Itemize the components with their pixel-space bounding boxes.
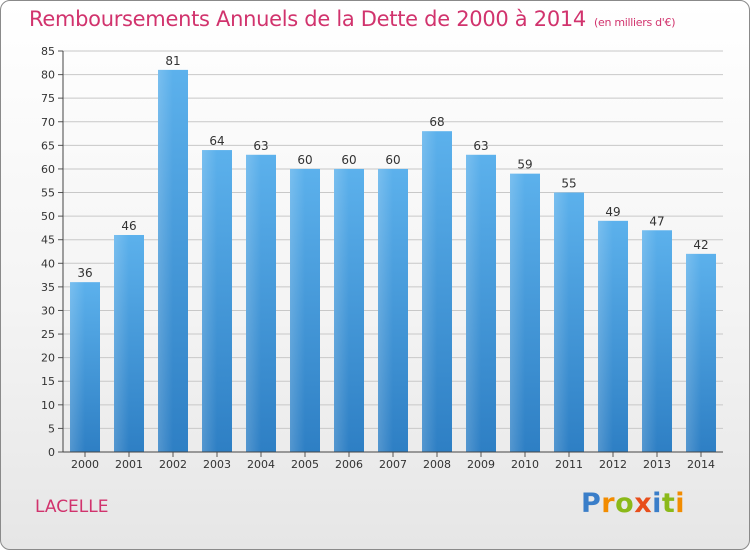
- y-tick-label: 45: [41, 234, 55, 247]
- bar-highlight: [158, 69, 173, 452]
- bars: [70, 69, 716, 453]
- logo-letter: r: [601, 488, 616, 519]
- y-tick-label: 60: [41, 163, 55, 176]
- logo-letter: i: [675, 488, 686, 519]
- y-tick-label: 55: [41, 187, 55, 200]
- x-tick-label: 2003: [203, 458, 231, 471]
- y-tick-label: 75: [41, 92, 55, 105]
- logo-letter: o: [615, 488, 635, 519]
- data-labels: 36 46 81 64 63 60 60 60 68 63 59 55 49 47 42: [77, 54, 708, 280]
- data-label: 68: [429, 115, 444, 129]
- x-tick-label: 2014: [687, 458, 715, 471]
- bar-highlight: [334, 168, 349, 453]
- y-tick-label: 10: [41, 399, 55, 412]
- proxiti-logo: Proxiti: [581, 488, 685, 519]
- data-label: 60: [341, 153, 356, 167]
- bar-highlight: [70, 282, 85, 452]
- chart-title-text: Remboursements Annuels de la Dette de 20…: [29, 7, 586, 31]
- x-tick-label: 2009: [467, 458, 495, 471]
- bar-highlight: [554, 192, 569, 452]
- data-label: 64: [209, 134, 224, 148]
- data-label: 59: [517, 158, 532, 172]
- bar-highlight: [466, 154, 481, 452]
- y-tick-label: 85: [41, 45, 55, 58]
- data-label: 63: [473, 139, 488, 153]
- data-label: 46: [121, 219, 136, 233]
- bar-highlight: [378, 168, 393, 453]
- bar-highlight: [510, 173, 525, 453]
- data-label: 36: [77, 266, 92, 280]
- data-label: 60: [385, 153, 400, 167]
- y-tick-label: 25: [41, 328, 55, 341]
- data-label: 60: [297, 153, 312, 167]
- y-tick-label: 65: [41, 139, 55, 152]
- y-tick-label: 20: [41, 352, 55, 365]
- data-label: 55: [561, 177, 576, 191]
- data-label: 49: [605, 205, 620, 219]
- bar-highlight: [422, 131, 437, 452]
- x-tick-label: 2002: [159, 458, 187, 471]
- data-label: 42: [693, 238, 708, 252]
- y-tick-label: 5: [48, 422, 55, 435]
- y-tick-label: 30: [41, 304, 55, 317]
- y-tick-label: 15: [41, 375, 55, 388]
- bar-highlight: [246, 154, 261, 452]
- bar-highlight: [598, 220, 613, 452]
- bar-highlight: [290, 168, 305, 453]
- chart-subtitle: (en milliers d'€): [594, 16, 676, 29]
- x-tick-label: 2000: [71, 458, 99, 471]
- y-tick-label: 40: [41, 257, 55, 270]
- x-tick-label: 2004: [247, 458, 275, 471]
- y-tick-label: 35: [41, 281, 55, 294]
- x-tick-label: 2007: [379, 458, 407, 471]
- commune-name: LACELLE: [35, 497, 109, 517]
- y-tick-label: 0: [48, 446, 55, 459]
- y-axis-ticks: 0 5 10 15 20 25 30 35 40 45 50 55 60 65 70 75 80 85: [41, 45, 63, 459]
- bar-highlight: [642, 230, 657, 452]
- x-tick-label: 2001: [115, 458, 143, 471]
- bar-highlight: [114, 234, 129, 452]
- x-tick-label: 2012: [599, 458, 627, 471]
- x-tick-label: 2010: [511, 458, 539, 471]
- chart-title: Remboursements Annuels de la Dette de 20…: [29, 7, 675, 31]
- logo-letter: P: [581, 488, 602, 519]
- x-tick-label: 2005: [291, 458, 319, 471]
- y-tick-label: 70: [41, 116, 55, 129]
- x-axis-ticks: 2000 2001 2002 2003 2004 2005 2006 2007 2008 2009…: [71, 452, 715, 471]
- x-tick-label: 2008: [423, 458, 451, 471]
- bar-highlight: [202, 150, 217, 452]
- data-label: 47: [649, 214, 664, 228]
- logo-letter: x: [634, 488, 653, 519]
- bar-highlight: [686, 253, 701, 452]
- y-tick-label: 80: [41, 69, 55, 82]
- logo-letter: i: [652, 488, 662, 519]
- logo-letter: t: [661, 488, 676, 519]
- x-tick-label: 2013: [643, 458, 671, 471]
- x-tick-label: 2006: [335, 458, 363, 471]
- data-label: 63: [253, 139, 268, 153]
- x-tick-label: 2011: [555, 458, 583, 471]
- data-label: 81: [165, 54, 180, 68]
- y-tick-label: 50: [41, 210, 55, 223]
